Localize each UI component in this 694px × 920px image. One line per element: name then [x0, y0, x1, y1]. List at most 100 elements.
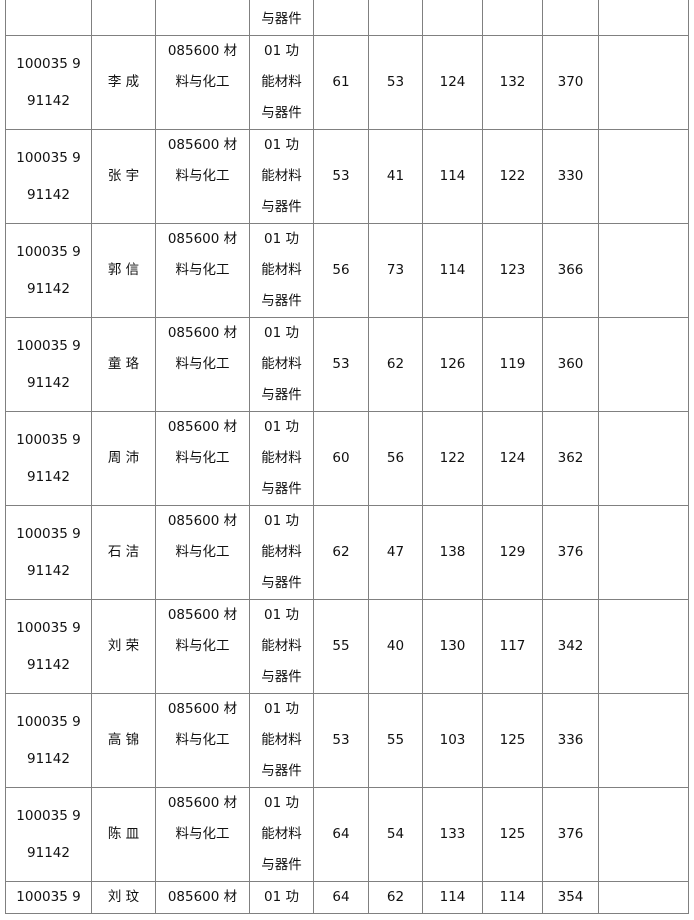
major-cell: 085600 材 料与化工 — [155, 129, 250, 224]
table-row: 100035 9 91142 童 珞 085600 材 料与化工 01 功 能材料 与… — [5, 317, 689, 412]
score-1-cell: 53 — [313, 129, 369, 224]
score-2-cell: 41 — [368, 129, 423, 224]
score-3-cell: 130 — [422, 599, 483, 694]
score-4-cell: 125 — [482, 787, 543, 882]
score-2-cell: 55 — [368, 693, 423, 788]
name-cell — [91, 0, 156, 36]
score-cell — [313, 0, 369, 36]
total-cell: 354 — [542, 881, 599, 914]
table-row: 100035 9 91142 刘 荣 085600 材 料与化工 01 功 能材料 与… — [5, 599, 689, 694]
score-3-cell: 138 — [422, 505, 483, 600]
score-3-cell: 122 — [422, 411, 483, 506]
id-cell: 100035 9 91142 — [5, 129, 92, 224]
total-cell — [542, 0, 599, 36]
note-cell — [598, 0, 689, 36]
note-cell — [598, 787, 689, 882]
score-4-cell: 119 — [482, 317, 543, 412]
total-cell: 342 — [542, 599, 599, 694]
score-2-cell: 73 — [368, 223, 423, 318]
score-cell — [422, 0, 483, 36]
total-cell: 330 — [542, 129, 599, 224]
direction-cell: 01 功 — [249, 881, 314, 914]
note-cell — [598, 35, 689, 130]
note-cell — [598, 599, 689, 694]
score-4-cell: 125 — [482, 693, 543, 788]
total-cell: 376 — [542, 787, 599, 882]
note-cell — [598, 411, 689, 506]
score-3-cell: 126 — [422, 317, 483, 412]
major-cell: 085600 材 料与化工 — [155, 35, 250, 130]
major-cell: 085600 材 料与化工 — [155, 787, 250, 882]
major-cell: 085600 材 料与化工 — [155, 599, 250, 694]
score-3-cell: 114 — [422, 129, 483, 224]
major-cell: 085600 材 料与化工 — [155, 505, 250, 600]
direction-cell: 01 功 能材料 与器件 — [249, 223, 314, 318]
table-row: 100035 9 91142 石 洁 085600 材 料与化工 01 功 能材料 与… — [5, 505, 689, 600]
table-row: 100035 9 91142 郭 信 085600 材 料与化工 01 功 能材料 与… — [5, 223, 689, 318]
score-1-cell: 61 — [313, 35, 369, 130]
total-cell: 362 — [542, 411, 599, 506]
id-cell: 100035 9 — [5, 881, 92, 914]
score-4-cell: 124 — [482, 411, 543, 506]
score-1-cell: 56 — [313, 223, 369, 318]
score-4-cell: 123 — [482, 223, 543, 318]
score-3-cell: 114 — [422, 223, 483, 318]
score-4-cell: 122 — [482, 129, 543, 224]
note-cell — [598, 223, 689, 318]
table-row: 100035 9 91142 周 沛 085600 材 料与化工 01 功 能材料 与… — [5, 411, 689, 506]
total-cell: 376 — [542, 505, 599, 600]
score-cell — [482, 0, 543, 36]
score-1-cell: 53 — [313, 317, 369, 412]
score-4-cell: 132 — [482, 35, 543, 130]
major-cell — [155, 0, 250, 36]
score-1-cell: 64 — [313, 787, 369, 882]
id-cell: 100035 9 91142 — [5, 693, 92, 788]
direction-cell: 01 功 能材料 与器件 — [249, 599, 314, 694]
score-2-cell: 62 — [368, 881, 423, 914]
total-cell: 336 — [542, 693, 599, 788]
score-3-cell: 133 — [422, 787, 483, 882]
direction-cell: 01 功 能材料 与器件 — [249, 693, 314, 788]
name-cell: 陈 皿 — [91, 787, 156, 882]
table-row: 100035 9 91142 李 成 085600 材 料与化工 01 功 能材料 与… — [5, 35, 689, 130]
name-cell: 石 洁 — [91, 505, 156, 600]
table-row: 100035 9 91142 张 宇 085600 材 料与化工 01 功 能材料 与… — [5, 129, 689, 224]
score-2-cell: 62 — [368, 317, 423, 412]
name-cell: 童 珞 — [91, 317, 156, 412]
direction-cell: 01 功 能材料 与器件 — [249, 35, 314, 130]
direction-cell: 01 功 能材料 与器件 — [249, 129, 314, 224]
name-cell: 张 宇 — [91, 129, 156, 224]
score-2-cell: 53 — [368, 35, 423, 130]
table-row: 与器件 — [5, 0, 689, 36]
name-cell: 郭 信 — [91, 223, 156, 318]
score-3-cell: 103 — [422, 693, 483, 788]
table-row: 100035 9 91142 高 锦 085600 材 料与化工 01 功 能材料 与… — [5, 693, 689, 788]
direction-cell: 与器件 — [249, 0, 314, 36]
score-1-cell: 64 — [313, 881, 369, 914]
major-cell: 085600 材 料与化工 — [155, 317, 250, 412]
note-cell — [598, 693, 689, 788]
major-cell: 085600 材 — [155, 881, 250, 914]
id-cell: 100035 9 91142 — [5, 505, 92, 600]
total-cell: 360 — [542, 317, 599, 412]
score-1-cell: 53 — [313, 693, 369, 788]
score-4-cell: 117 — [482, 599, 543, 694]
id-cell — [5, 0, 92, 36]
name-cell: 李 成 — [91, 35, 156, 130]
major-cell: 085600 材 料与化工 — [155, 411, 250, 506]
major-cell: 085600 材 料与化工 — [155, 223, 250, 318]
note-cell — [598, 129, 689, 224]
total-cell: 370 — [542, 35, 599, 130]
name-cell: 刘 玟 — [91, 881, 156, 914]
note-cell — [598, 317, 689, 412]
score-4-cell: 129 — [482, 505, 543, 600]
score-cell — [368, 0, 423, 36]
name-cell: 刘 荣 — [91, 599, 156, 694]
direction-cell: 01 功 能材料 与器件 — [249, 411, 314, 506]
total-cell: 366 — [542, 223, 599, 318]
note-cell — [598, 881, 689, 914]
id-cell: 100035 9 91142 — [5, 411, 92, 506]
score-4-cell: 114 — [482, 881, 543, 914]
score-2-cell: 47 — [368, 505, 423, 600]
score-1-cell: 55 — [313, 599, 369, 694]
